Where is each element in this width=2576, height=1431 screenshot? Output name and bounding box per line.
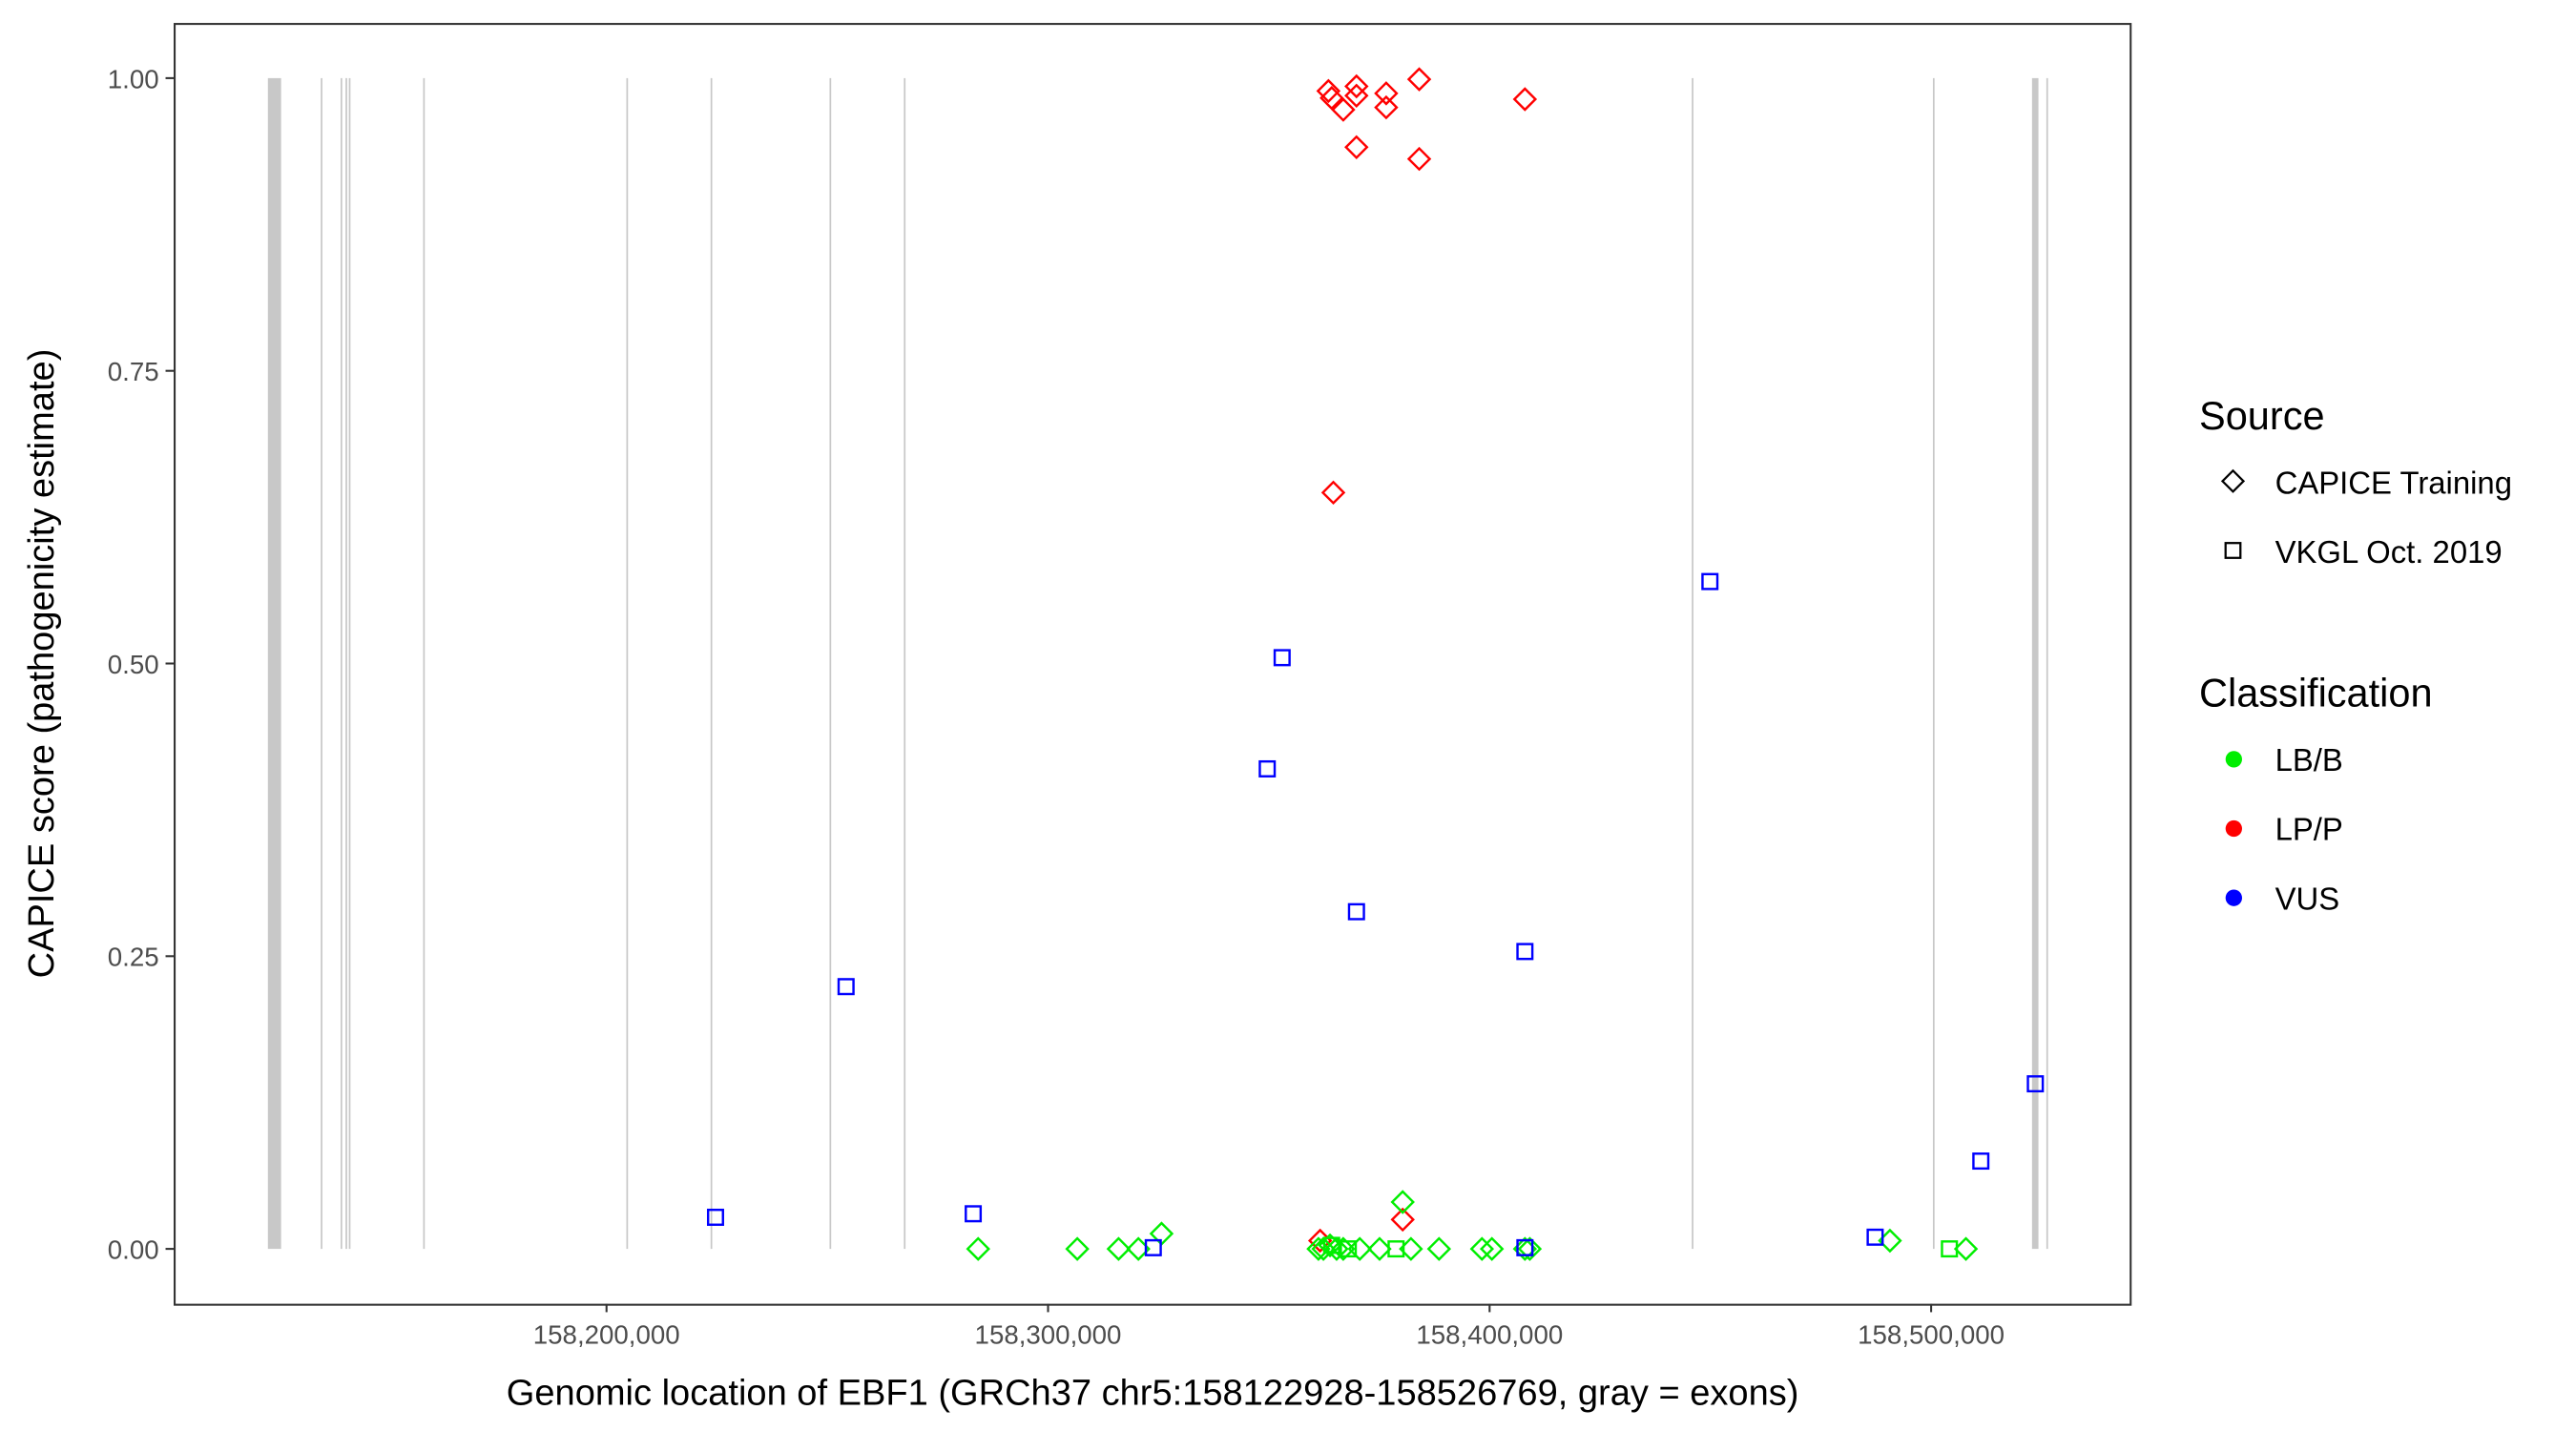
y-axis-title: CAPICE score (pathogenicity estimate) bbox=[22, 349, 62, 979]
point-square bbox=[1516, 943, 1534, 961]
point-square bbox=[1972, 1152, 1990, 1171]
point-diamond bbox=[1406, 67, 1432, 92]
point-diamond bbox=[1106, 1236, 1132, 1261]
point-diamond bbox=[1331, 97, 1356, 122]
exon-band bbox=[1932, 77, 1935, 1250]
point-square bbox=[1340, 1240, 1358, 1258]
legend-label-capice: CAPICE Training bbox=[2275, 465, 2512, 500]
point-diamond bbox=[1953, 1236, 1979, 1261]
point-diamond bbox=[1406, 146, 1432, 172]
point-diamond bbox=[1126, 1236, 1151, 1261]
point-square bbox=[1322, 1236, 1340, 1255]
point-diamond bbox=[1149, 1221, 1174, 1246]
point-diamond bbox=[1347, 1236, 1372, 1261]
x-axis: 158,200,000 158,300,000 158,400,000 158,500… bbox=[533, 1303, 2005, 1349]
legend-dot-lpp bbox=[2225, 819, 2242, 838]
point-diamond bbox=[1512, 87, 1538, 112]
point-diamond bbox=[1390, 1190, 1415, 1214]
point-square bbox=[706, 1208, 724, 1226]
point-square bbox=[1387, 1240, 1405, 1258]
y-tick-label: 0.75 bbox=[108, 357, 159, 386]
point-square bbox=[2026, 1075, 2045, 1093]
exon-band bbox=[1692, 77, 1693, 1250]
point-square bbox=[1273, 649, 1291, 667]
x-axis-title: Genomic location of EBF1 (GRCh37 chr5:15… bbox=[507, 1373, 1799, 1413]
data-points bbox=[706, 67, 2045, 1261]
plot-panel-border bbox=[174, 23, 2132, 1306]
legend-dot-lbb bbox=[2225, 751, 2242, 768]
y-tick-label: 0.00 bbox=[108, 1234, 159, 1264]
point-square bbox=[1516, 1238, 1534, 1256]
legend-label-vus: VUS bbox=[2275, 881, 2340, 916]
point-diamond bbox=[1344, 135, 1369, 160]
exon-band bbox=[267, 77, 281, 1250]
point-square bbox=[1701, 572, 1719, 591]
point-diamond bbox=[1344, 83, 1369, 109]
point-square bbox=[965, 1205, 983, 1223]
legend-diamond-icon bbox=[2220, 468, 2246, 493]
point-square bbox=[1866, 1228, 1884, 1246]
point-diamond bbox=[1479, 1236, 1505, 1261]
x-tick-label: 158,300,000 bbox=[975, 1319, 1122, 1349]
point-diamond bbox=[1320, 480, 1346, 506]
exon-band bbox=[340, 77, 343, 1250]
point-diamond bbox=[966, 1236, 990, 1261]
exon-band bbox=[710, 77, 713, 1250]
legend-dot-vus bbox=[2225, 889, 2242, 906]
point-square bbox=[1144, 1238, 1162, 1256]
exon-band bbox=[2031, 77, 2039, 1250]
exon-band bbox=[829, 77, 832, 1250]
point-square bbox=[837, 978, 855, 996]
point-diamond bbox=[1374, 94, 1399, 120]
y-tick-label: 0.50 bbox=[108, 650, 159, 679]
x-tick-label: 158,200,000 bbox=[533, 1319, 680, 1349]
point-square bbox=[1941, 1240, 1959, 1258]
legend-square-icon bbox=[2224, 542, 2242, 559]
y-axis: 0.00 0.25 0.50 0.75 1.00 bbox=[108, 64, 175, 1264]
exon-band bbox=[904, 77, 906, 1250]
point-diamond bbox=[1399, 1236, 1423, 1261]
exon-band bbox=[423, 77, 426, 1250]
exon-band bbox=[348, 77, 351, 1250]
x-tick-label: 158,500,000 bbox=[1858, 1319, 2005, 1349]
legend-label-vkgl: VKGL Oct. 2019 bbox=[2275, 534, 2503, 570]
point-diamond bbox=[1374, 81, 1399, 106]
y-tick-label: 1.00 bbox=[108, 64, 159, 93]
legend: Source CAPICE Training VKGL Oct. 2019 Cl… bbox=[2199, 393, 2512, 916]
point-diamond bbox=[1367, 1236, 1392, 1261]
exon-bands bbox=[267, 77, 2048, 1250]
point-diamond bbox=[1426, 1236, 1452, 1261]
point-diamond bbox=[1390, 1207, 1415, 1233]
x-tick-label: 158,400,000 bbox=[1416, 1319, 1563, 1349]
exon-band bbox=[345, 77, 347, 1250]
point-diamond bbox=[1319, 86, 1344, 111]
exon-band bbox=[2046, 77, 2048, 1250]
legend-title-classification: Classification bbox=[2199, 670, 2433, 715]
legend-title-source: Source bbox=[2199, 393, 2325, 438]
exon-band bbox=[321, 77, 322, 1250]
point-diamond bbox=[1065, 1236, 1090, 1261]
point-square bbox=[1347, 902, 1365, 921]
point-square bbox=[1258, 759, 1277, 778]
y-tick-label: 0.25 bbox=[108, 943, 159, 972]
point-diamond bbox=[1878, 1228, 1902, 1254]
legend-label-lpp: LP/P bbox=[2275, 812, 2343, 847]
exon-band bbox=[626, 77, 629, 1250]
legend-label-lbb: LB/B bbox=[2275, 742, 2343, 778]
